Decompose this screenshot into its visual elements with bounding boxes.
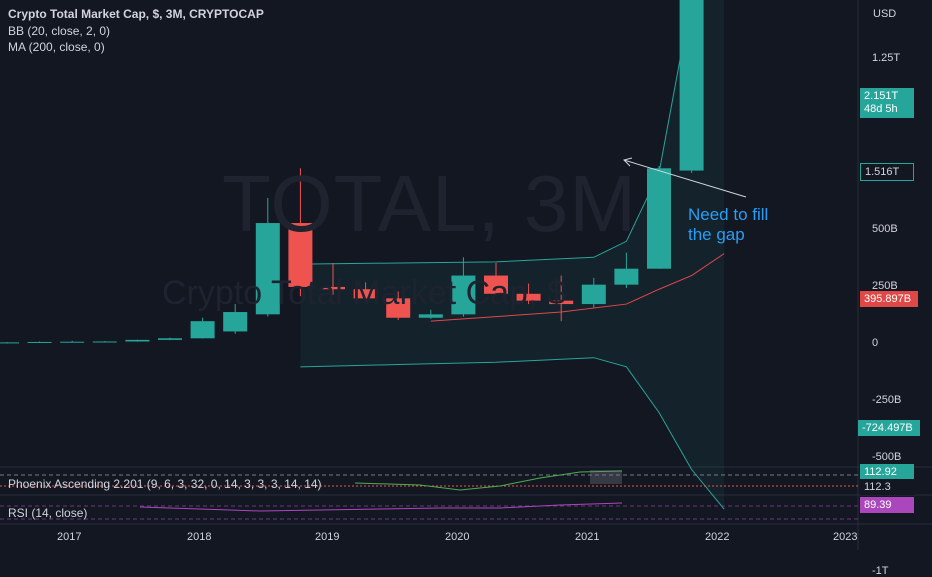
candle[interactable] [386, 298, 411, 318]
candle[interactable] [223, 312, 248, 332]
time-tick-label: 2022 [705, 531, 730, 543]
chart-title: Crypto Total Market Cap, $, 3M, CRYPTOCA… [8, 7, 264, 21]
phoenix-a-badge: 112.92 [860, 464, 914, 480]
annotation-arrow [623, 159, 747, 198]
time-tick-label: 2017 [57, 531, 82, 543]
candle[interactable] [581, 284, 606, 305]
price-tick-label: -1T [872, 565, 889, 577]
candle[interactable] [288, 223, 313, 287]
price-tick-label: 0 [872, 337, 879, 349]
phoenix-indicator-label[interactable]: Phoenix Ascending 2.201 (9, 6, 3, 32, 0,… [8, 477, 322, 491]
time-tick-label: 2020 [445, 531, 470, 543]
phoenix-line [354, 470, 623, 491]
bb-legend[interactable]: BB (20, close, 2, 0) [8, 24, 111, 38]
candle[interactable] [321, 286, 345, 290]
candle[interactable] [549, 300, 574, 305]
annotation-line-2: the gap [688, 225, 745, 244]
time-tick-label: 2023 [833, 531, 858, 543]
ma-value-badge: 395.897B [860, 291, 918, 307]
bb-lower-line [300, 357, 725, 510]
last-price-value: 2.151T [864, 90, 899, 102]
phoenix-b-badge: 112.3 [860, 479, 914, 495]
price-chart[interactable] [0, 0, 932, 550]
candle[interactable] [353, 289, 378, 299]
candle[interactable] [451, 275, 476, 315]
ma-legend[interactable]: MA (200, close, 0) [8, 40, 105, 54]
rsi-indicator-label[interactable]: RSI (14, close) [8, 506, 88, 520]
price-tick-label: -250B [872, 394, 902, 407]
phoenix-highlight [590, 470, 622, 484]
currency-label[interactable]: USD [873, 8, 897, 20]
candle[interactable] [125, 339, 150, 342]
candle[interactable] [516, 293, 541, 301]
candle[interactable] [679, 0, 704, 171]
annotation-arrowhead [623, 157, 633, 167]
candle[interactable] [647, 168, 671, 269]
last-price-badge: 2.151T 48d 5h [860, 88, 914, 118]
time-tick-label: 2018 [187, 531, 212, 543]
price-tick-label: 1.25T [872, 51, 901, 64]
symbol-watermark: TOTAL, 3M [222, 159, 638, 248]
price-tick-label: -500B [872, 451, 902, 464]
candle[interactable] [484, 275, 508, 294]
candle[interactable] [92, 341, 117, 343]
countdown-value: 48d 5h [864, 103, 898, 115]
candle[interactable] [60, 341, 85, 343]
bb-lower-badge: -724.497B [858, 420, 920, 436]
name-watermark: Crypto Total Market Cap, $ [162, 274, 566, 312]
candle[interactable] [27, 341, 52, 343]
ma-line [430, 253, 725, 322]
price-tick-label: 500B [872, 222, 898, 235]
rsi-line [139, 502, 623, 512]
candle[interactable] [614, 268, 639, 285]
annotation-line-1: Need to fill [688, 205, 769, 224]
gap-level-badge: 1.516T [860, 163, 914, 181]
candle[interactable] [190, 321, 215, 339]
time-tick-label: 2021 [575, 531, 600, 543]
rsi-badge: 89.39 [860, 497, 914, 513]
candle[interactable] [158, 338, 182, 340]
candle[interactable] [418, 314, 443, 318]
price-tick-label: 250B [872, 279, 898, 292]
gap-annotation[interactable]: Need to fill the gap [688, 205, 768, 245]
candle[interactable] [255, 223, 280, 315]
candle[interactable] [0, 342, 19, 344]
time-tick-label: 2019 [315, 531, 340, 543]
